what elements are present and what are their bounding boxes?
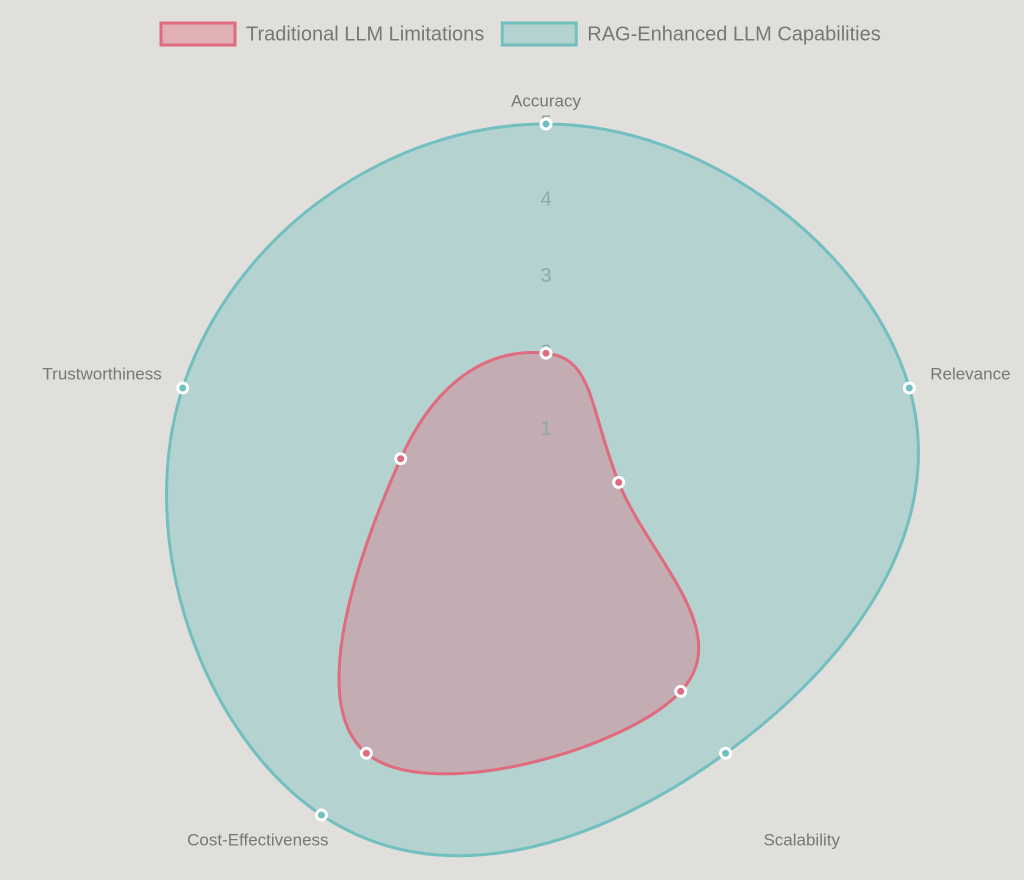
data-point bbox=[674, 684, 688, 698]
r-tick-label: 4 bbox=[540, 189, 551, 211]
data-point bbox=[359, 746, 373, 760]
data-point bbox=[902, 381, 916, 395]
axis-label: Relevance bbox=[930, 365, 1010, 384]
legend-swatch bbox=[159, 21, 237, 47]
legend-swatch bbox=[500, 21, 578, 47]
data-point bbox=[176, 381, 190, 395]
data-point bbox=[719, 746, 733, 760]
series-area bbox=[165, 122, 920, 858]
axis-label: Cost-Effectiveness bbox=[187, 830, 328, 849]
data-point bbox=[314, 808, 328, 822]
legend-label: Traditional LLM Limitations bbox=[246, 23, 484, 45]
data-point bbox=[539, 117, 553, 131]
legend-label: RAG-Enhanced LLM Capabilities bbox=[587, 23, 881, 45]
axis-label: Accuracy bbox=[511, 91, 581, 110]
r-tick-label: 3 bbox=[540, 265, 551, 287]
data-point bbox=[539, 346, 553, 360]
data-point bbox=[394, 452, 408, 466]
data-point bbox=[612, 475, 626, 489]
axis-label: Scalability bbox=[763, 830, 840, 849]
axis-label: Trustworthiness bbox=[42, 365, 161, 384]
r-tick-label: 1 bbox=[540, 418, 551, 440]
